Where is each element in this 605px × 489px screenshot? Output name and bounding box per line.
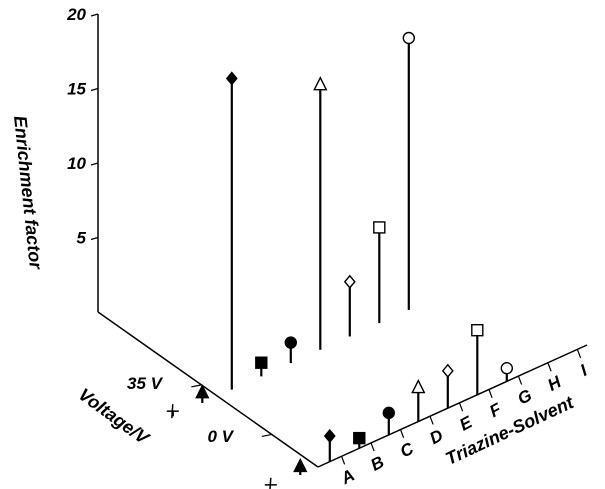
data-point-triangle-open	[313, 76, 328, 91]
data-point-circle-filled	[382, 406, 395, 420]
voltage-tick-mark	[191, 384, 202, 388]
category-tick-label: G	[515, 386, 536, 409]
voltage-tick-label: 0 V	[207, 427, 234, 446]
category-tick-label: C	[397, 439, 417, 462]
category-tick-label: B	[367, 452, 387, 475]
z-tick-label: 10	[67, 154, 86, 173]
data-point-diamond-filled	[225, 71, 238, 86]
y-axis-line	[97, 311, 319, 468]
data-point-circle-open	[402, 31, 415, 45]
z-tick-mark	[90, 87, 99, 92]
voltage-tick-label: 35 V	[127, 374, 164, 393]
data-point-cross-v	[269, 477, 272, 489]
category-tick-label: E	[456, 412, 476, 434]
category-tick-mark	[370, 442, 375, 452]
category-tick-label: D	[426, 426, 446, 449]
category-tick-mark	[577, 349, 582, 359]
data-point-triangle-filled	[293, 457, 308, 473]
x-axis-line	[317, 344, 588, 468]
z-tick-mark	[90, 13, 99, 17]
data-point-square-open	[373, 221, 386, 234]
data-point-diamond-filled	[323, 428, 336, 444]
z-tick-mark	[90, 162, 99, 166]
data-point-square-filled	[255, 356, 268, 369]
data-point-circle-open	[500, 362, 513, 375]
category-tick-label: H	[544, 372, 564, 395]
data-point-triangle-filled	[195, 384, 210, 399]
axes	[97, 14, 588, 468]
category-tick-label: A	[337, 466, 358, 489]
category-tick-mark	[400, 429, 405, 438]
data-point-square-filled	[353, 431, 366, 445]
data-point-cross	[264, 477, 277, 489]
voltage-tick-mark	[261, 433, 272, 438]
category-tick-label: F	[486, 399, 505, 421]
category-tick-mark	[518, 376, 523, 385]
category-tick-mark	[459, 402, 464, 412]
z-tick-labels: 20 15 10 5	[66, 5, 99, 248]
data-point-triangle-open	[411, 379, 426, 394]
category-tick-label: I	[577, 360, 591, 380]
voltage-tick-labels: 0 V 35 V	[127, 374, 272, 446]
category-tick-mark	[547, 363, 552, 372]
data-point-square-open	[471, 324, 484, 337]
y-axis-title: Voltage/V	[75, 384, 154, 449]
data-point-cross-v	[171, 404, 174, 419]
markers	[166, 31, 513, 489]
category-tick-mark	[341, 456, 346, 465]
category-tick-mark	[429, 416, 434, 425]
data-point-diamond-open	[441, 363, 454, 378]
stems	[171, 37, 508, 475]
data-point-circle-filled	[284, 336, 297, 349]
z-axis-title: Enrichment factor	[10, 115, 46, 271]
z-tick-label: 20	[66, 5, 86, 24]
data-point-cross	[166, 404, 179, 419]
z-tick-mark	[90, 236, 99, 241]
data-point-diamond-open	[343, 274, 356, 289]
z-tick-label: 15	[67, 80, 86, 99]
category-tick-mark	[488, 389, 493, 399]
z-tick-label: 5	[77, 229, 87, 248]
